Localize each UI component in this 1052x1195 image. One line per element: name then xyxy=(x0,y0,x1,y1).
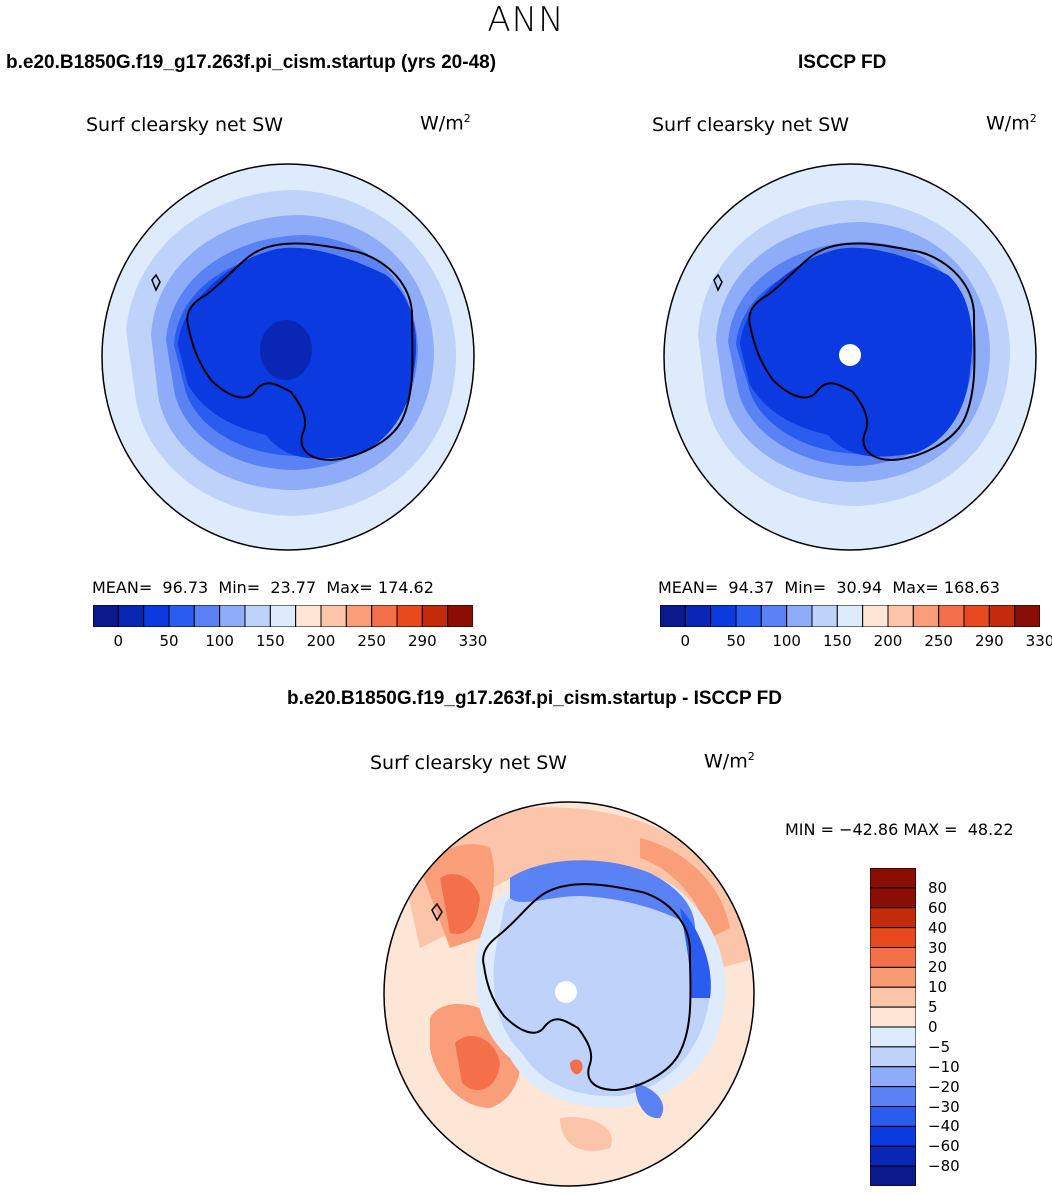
colorbar-tick-label: 50 xyxy=(726,632,746,650)
colorbar-cell xyxy=(1014,605,1040,627)
colorbar-cell xyxy=(870,1086,916,1107)
colorbar-tick-label: 290 xyxy=(408,632,437,650)
colorbar-tick-label: 5 xyxy=(928,998,938,1017)
colorbar-tick-label: 0 xyxy=(113,632,124,650)
colorbar-cell xyxy=(660,605,686,627)
colorbar-cell xyxy=(870,907,916,929)
colorbar-tick-label: 100 xyxy=(772,632,801,650)
colorbar-tick-label: 0 xyxy=(928,1018,938,1036)
colorbar-tick-label: 80 xyxy=(928,878,948,897)
diff-field-name: Surf clearsky net SW xyxy=(370,752,568,774)
model-stats: MEAN= 96.73 Min= 23.77 Max= 174.62 xyxy=(92,578,434,597)
colorbar-cell xyxy=(870,947,916,968)
obs-colorbar xyxy=(660,605,1040,627)
colorbar-cell xyxy=(870,1026,916,1048)
colorbar-cell xyxy=(396,605,423,627)
colorbar-cell xyxy=(735,605,762,627)
obs-field-name: Surf clearsky net SW xyxy=(652,114,850,136)
diff-colorbar-ticks: 80 60 40 30 20 10 5 0 −5 −10 −20 −30 −40 −60 −80 xyxy=(928,868,988,1186)
colorbar-tick-label: 150 xyxy=(823,632,852,650)
model-units: W/m2 xyxy=(420,112,471,135)
colorbar-cell xyxy=(193,605,221,627)
colorbar-cell xyxy=(870,887,916,909)
colorbar-cell xyxy=(870,1145,916,1167)
colorbar-cell xyxy=(870,1046,916,1068)
colorbar-cell xyxy=(143,605,170,627)
colorbar-tick-label: −30 xyxy=(928,1097,960,1116)
colorbar-cell xyxy=(684,605,712,627)
colorbar-cell xyxy=(870,986,916,1008)
colorbar-cell xyxy=(870,1106,916,1127)
colorbar-cell xyxy=(760,605,788,627)
colorbar-cell xyxy=(988,605,1016,627)
obs-polar-map xyxy=(663,163,1037,551)
obs-colorbar-ticks: 0 50 100 150 200 250 290 330 xyxy=(660,632,1052,652)
colorbar-tick-label: 200 xyxy=(873,632,903,650)
colorbar-cell xyxy=(938,605,965,627)
diff-case-title: b.e20.B1850G.f19_g17.263f.pi_cism.startu… xyxy=(287,688,782,709)
colorbar-cell xyxy=(117,605,145,627)
colorbar-tick-label: 330 xyxy=(458,632,488,650)
colorbar-cell xyxy=(219,605,246,627)
obs-units: W/m2 xyxy=(986,112,1037,135)
colorbar-cell xyxy=(870,927,916,948)
colorbar-tick-label: −60 xyxy=(928,1137,960,1156)
colorbar-tick-label: −5 xyxy=(928,1037,951,1056)
colorbar-tick-label: 20 xyxy=(928,958,948,977)
colorbar-tick-label: 10 xyxy=(928,978,948,997)
colorbar-cell xyxy=(93,605,119,627)
colorbar-cell xyxy=(870,868,916,889)
colorbar-tick-label: 60 xyxy=(928,898,948,917)
colorbar-tick-label: 100 xyxy=(205,632,234,650)
colorbar-cell xyxy=(870,966,916,988)
colorbar-tick-label: −80 xyxy=(928,1157,960,1176)
colorbar-cell xyxy=(862,605,889,627)
obs-case-title: ISCCP FD xyxy=(798,52,887,73)
colorbar-tick-label: 40 xyxy=(928,918,948,937)
colorbar-tick-label: −10 xyxy=(928,1057,960,1076)
model-field-name: Surf clearsky net SW xyxy=(86,114,284,136)
diff-colorbar xyxy=(870,868,916,1186)
colorbar-cell xyxy=(963,605,990,627)
colorbar-cell xyxy=(912,605,940,627)
model-polar-map xyxy=(101,163,475,551)
colorbar-tick-label: 30 xyxy=(928,938,948,957)
colorbar-cell xyxy=(269,605,297,627)
colorbar-cell xyxy=(244,605,271,627)
colorbar-cell xyxy=(710,605,737,627)
diff-units: W/m2 xyxy=(704,750,755,773)
colorbar-cell xyxy=(836,605,864,627)
colorbar-cell xyxy=(295,605,322,627)
colorbar-cell xyxy=(870,1125,916,1147)
colorbar-cell xyxy=(447,605,473,627)
colorbar-tick-label: 330 xyxy=(1025,632,1052,650)
colorbar-tick-label: −20 xyxy=(928,1077,960,1096)
colorbar-cell xyxy=(168,605,195,627)
colorbar-tick-label: 250 xyxy=(357,632,386,650)
colorbar-cell xyxy=(870,1066,916,1088)
colorbar-cell xyxy=(786,605,813,627)
obs-stats: MEAN= 94.37 Min= 30.94 Max= 168.63 xyxy=(658,578,1000,597)
model-colorbar-ticks: 0 50 100 150 200 250 290 330 xyxy=(93,632,488,652)
colorbar-tick-label: 150 xyxy=(256,632,285,650)
colorbar-cell xyxy=(320,605,347,627)
colorbar-cell xyxy=(870,1165,916,1186)
colorbar-cell xyxy=(887,605,914,627)
diff-stats: MIN = −42.86 MAX = 48.22 xyxy=(785,820,1014,839)
colorbar-tick-label: 0 xyxy=(680,632,691,650)
colorbar-tick-label: 250 xyxy=(924,632,953,650)
season-title: ANN xyxy=(487,0,565,40)
colorbar-cell xyxy=(421,605,449,627)
colorbar-tick-label: 50 xyxy=(159,632,179,650)
model-colorbar xyxy=(93,605,473,627)
colorbar-tick-label: 290 xyxy=(975,632,1004,650)
colorbar-tick-label: 200 xyxy=(306,632,336,650)
colorbar-cell xyxy=(870,1006,916,1028)
diff-polar-map xyxy=(383,801,755,1187)
colorbar-cell xyxy=(345,605,373,627)
colorbar-tick-label: −40 xyxy=(928,1117,960,1136)
colorbar-cell xyxy=(371,605,398,627)
model-case-title: b.e20.B1850G.f19_g17.263f.pi_cism.startu… xyxy=(6,52,497,73)
colorbar-cell xyxy=(811,605,838,627)
